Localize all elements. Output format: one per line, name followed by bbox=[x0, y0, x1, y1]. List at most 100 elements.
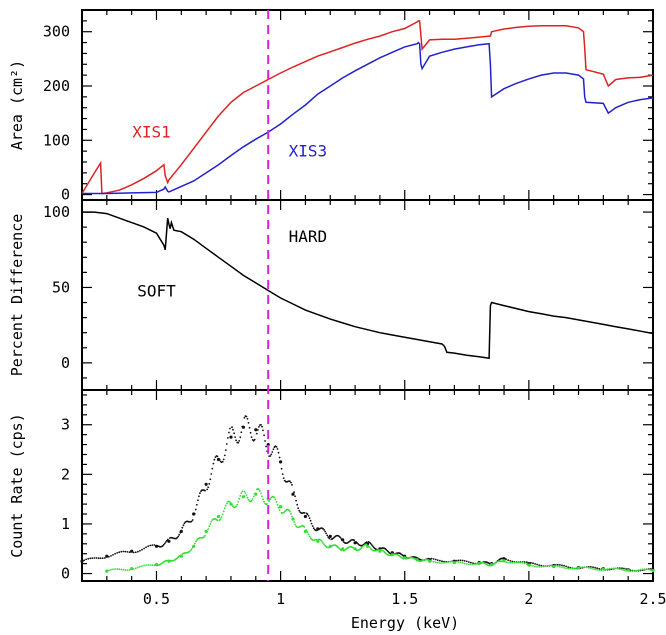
data-point bbox=[247, 422, 250, 424]
data-point bbox=[262, 498, 264, 501]
y-tick-label: 1 bbox=[61, 515, 70, 533]
data-point bbox=[371, 545, 374, 547]
data-point bbox=[443, 561, 445, 564]
data-point bbox=[246, 496, 249, 499]
data-point bbox=[289, 480, 291, 483]
data-point bbox=[105, 569, 109, 573]
data-point bbox=[633, 570, 636, 572]
data-point bbox=[167, 559, 169, 562]
data-point bbox=[264, 440, 266, 442]
data-point bbox=[272, 448, 275, 451]
data-point bbox=[263, 500, 265, 503]
data-point bbox=[280, 467, 283, 470]
data-point bbox=[191, 546, 194, 549]
data-point bbox=[538, 566, 541, 568]
data-point bbox=[402, 557, 405, 560]
x-axis-label: Energy (keV) bbox=[351, 614, 459, 632]
data-point bbox=[588, 567, 590, 569]
data-point bbox=[502, 560, 504, 563]
data-point bbox=[153, 564, 156, 567]
data-point bbox=[110, 555, 112, 557]
data-point bbox=[289, 510, 291, 513]
data-point bbox=[427, 559, 430, 561]
annotation-hard: HARD bbox=[289, 227, 328, 246]
data-point bbox=[120, 568, 123, 571]
data-point bbox=[269, 498, 272, 501]
data-point bbox=[641, 568, 644, 571]
data-point bbox=[259, 490, 261, 492]
data-point bbox=[137, 566, 139, 569]
data-point bbox=[567, 567, 570, 570]
data-point bbox=[249, 431, 252, 434]
data-point bbox=[95, 557, 98, 559]
data-point bbox=[112, 554, 114, 556]
data-point bbox=[322, 527, 324, 530]
data-point bbox=[204, 482, 208, 486]
data-point bbox=[523, 561, 526, 563]
data-point bbox=[625, 569, 627, 572]
data-point bbox=[296, 503, 299, 506]
data-point bbox=[193, 542, 196, 545]
data-point bbox=[214, 456, 217, 458]
panel-2: 0 50 100 Percent Difference HARD SOFT bbox=[8, 199, 654, 391]
data-point bbox=[246, 418, 249, 420]
data-point bbox=[598, 569, 601, 571]
data-point bbox=[207, 486, 210, 489]
y-tick-label: 300 bbox=[43, 23, 70, 41]
data-point bbox=[449, 560, 452, 563]
data-point bbox=[527, 563, 531, 567]
data-point bbox=[194, 508, 197, 511]
data-point bbox=[463, 560, 466, 562]
data-point bbox=[561, 564, 563, 567]
data-point bbox=[241, 490, 244, 493]
data-point bbox=[234, 436, 237, 438]
data-point bbox=[544, 565, 547, 568]
data-point bbox=[530, 564, 532, 567]
data-point bbox=[509, 561, 512, 564]
data-point bbox=[167, 539, 171, 543]
data-point bbox=[559, 565, 561, 568]
data-point bbox=[550, 564, 553, 567]
data-point bbox=[235, 439, 238, 442]
data-point bbox=[118, 551, 121, 554]
data-point bbox=[235, 505, 238, 508]
data-point bbox=[288, 509, 290, 512]
data-point bbox=[139, 565, 141, 568]
data-point bbox=[275, 445, 278, 448]
data-point bbox=[91, 557, 94, 559]
data-point bbox=[601, 567, 605, 571]
data-point bbox=[122, 568, 125, 571]
data-point bbox=[604, 568, 607, 571]
data-point bbox=[224, 504, 227, 507]
data-point bbox=[276, 503, 279, 506]
data-point bbox=[629, 570, 632, 573]
data-point bbox=[592, 566, 594, 569]
y-tick-label: 100 bbox=[43, 131, 70, 149]
data-point bbox=[103, 557, 106, 559]
data-point bbox=[204, 489, 207, 492]
data-point bbox=[210, 473, 213, 475]
data-point bbox=[245, 494, 248, 497]
data-point bbox=[213, 458, 216, 461]
data-point bbox=[507, 559, 510, 561]
data-point bbox=[179, 531, 182, 534]
data-point bbox=[270, 453, 273, 456]
data-point bbox=[509, 560, 512, 562]
data-point bbox=[625, 568, 627, 570]
data-point bbox=[461, 559, 464, 562]
data-point bbox=[231, 503, 233, 506]
data-point bbox=[585, 566, 588, 569]
panel-frame bbox=[81, 9, 654, 201]
y-tick-label: 0 bbox=[61, 186, 70, 204]
data-point bbox=[631, 570, 634, 573]
data-point bbox=[489, 564, 492, 567]
data-point bbox=[181, 526, 184, 529]
data-point bbox=[209, 522, 212, 525]
data-point bbox=[212, 462, 215, 465]
data-point bbox=[291, 517, 295, 521]
data-point bbox=[210, 520, 213, 523]
data-point bbox=[153, 544, 156, 546]
data-point bbox=[221, 513, 224, 516]
x-tick-label: 1.5 bbox=[391, 590, 418, 608]
data-point bbox=[255, 432, 258, 435]
